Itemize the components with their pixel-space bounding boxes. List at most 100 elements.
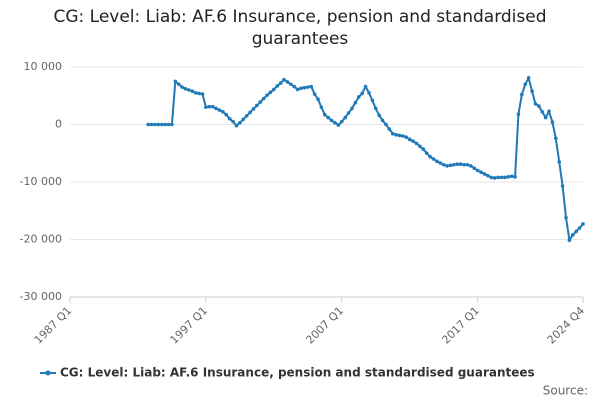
data-point <box>343 115 347 120</box>
data-point <box>390 131 395 136</box>
data-point <box>190 89 195 93</box>
data-point <box>571 233 575 237</box>
legend-marker <box>45 370 51 376</box>
data-point <box>479 170 483 175</box>
data-point <box>248 110 252 115</box>
data-point <box>520 92 524 97</box>
data-point <box>197 91 201 96</box>
data-point <box>577 226 582 230</box>
data-point <box>513 175 517 179</box>
data-point <box>370 98 375 103</box>
data-point <box>363 84 368 89</box>
data-point <box>193 91 198 95</box>
data-point <box>404 135 409 139</box>
data-point <box>547 109 551 114</box>
data-point <box>438 161 443 165</box>
data-point <box>275 84 280 88</box>
data-point <box>200 92 205 96</box>
data-point <box>530 89 534 93</box>
data-point <box>540 110 545 114</box>
data-point <box>319 105 324 110</box>
data-point <box>204 105 208 110</box>
data-point <box>550 120 555 124</box>
data-point <box>465 162 470 167</box>
data-point <box>255 103 259 108</box>
data-point <box>285 80 290 84</box>
data-point <box>448 163 453 168</box>
data-point <box>295 87 300 92</box>
data-point <box>567 238 572 242</box>
data-point <box>414 141 419 146</box>
data-point <box>418 144 422 149</box>
data-point <box>557 160 562 164</box>
data-point <box>214 106 218 111</box>
data-point <box>183 87 188 91</box>
data-point <box>492 176 497 180</box>
data-point <box>435 159 439 164</box>
data-point <box>170 122 174 127</box>
data-point <box>265 93 269 97</box>
data-point <box>329 118 334 123</box>
data-point <box>278 81 283 85</box>
y-tick-label: -10 000 <box>20 175 62 188</box>
data-point <box>268 90 273 95</box>
data-point <box>187 88 191 92</box>
data-point <box>326 115 330 120</box>
legend-label: CG: Level: Liab: AF.6 Insurance, pension… <box>60 366 535 380</box>
data-point <box>173 79 178 84</box>
data-point <box>153 122 157 127</box>
data-point <box>401 134 405 138</box>
data-point <box>407 137 412 142</box>
data-point <box>499 175 504 180</box>
data-point <box>231 119 235 124</box>
data-point <box>207 104 212 109</box>
y-tick-label: 0 <box>55 118 62 131</box>
x-tick-label: 2007 Q1 <box>303 304 346 347</box>
data-point <box>261 96 266 101</box>
data-point <box>516 112 521 116</box>
data-point <box>496 175 500 180</box>
data-point <box>210 104 215 109</box>
data-point <box>238 120 242 125</box>
data-point <box>356 95 361 99</box>
data-point <box>306 85 310 89</box>
data-point <box>482 172 487 176</box>
data-point <box>360 91 364 96</box>
x-tick-label: 2024 Q4 <box>545 304 588 347</box>
chart-title: CG: Level: Liab: AF.6 Insurance, pension… <box>53 7 547 49</box>
data-point <box>489 175 494 180</box>
data-point <box>149 122 154 127</box>
data-point <box>475 168 480 173</box>
data-point <box>455 162 460 166</box>
data-point <box>312 92 317 96</box>
data-point <box>469 164 473 168</box>
data-point <box>424 151 429 156</box>
series-line <box>148 75 584 243</box>
data-point <box>397 133 402 138</box>
data-point <box>241 117 246 122</box>
data-point <box>251 107 256 111</box>
data-point <box>156 122 161 127</box>
data-point <box>543 115 548 120</box>
data-point <box>282 77 286 82</box>
data-point <box>217 108 222 112</box>
x-tick-label: 1987 Q1 <box>32 304 75 347</box>
data-point <box>387 127 392 131</box>
data-point <box>533 102 538 106</box>
data-point <box>227 116 232 121</box>
data-point <box>176 82 181 87</box>
data-point <box>302 85 307 90</box>
data-point <box>323 112 327 117</box>
data-point <box>380 118 385 123</box>
data-point <box>452 162 456 167</box>
data-point <box>441 162 446 167</box>
data-point <box>523 82 528 87</box>
data-point <box>244 114 249 118</box>
data-point <box>526 76 531 80</box>
data-point <box>353 100 358 105</box>
data-point <box>166 122 171 127</box>
data-point <box>431 157 436 161</box>
data-point <box>224 112 229 117</box>
data-point <box>472 166 477 170</box>
